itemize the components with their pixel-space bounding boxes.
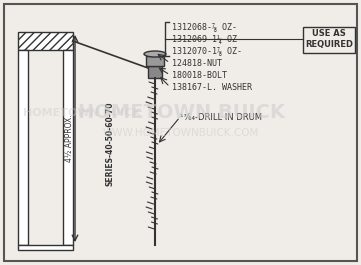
Text: 1312069-1¼ OZ-: 1312069-1¼ OZ- [172, 34, 242, 43]
Bar [18, 32, 73, 50]
Text: 4½ APPROX.: 4½ APPROX. [65, 115, 74, 162]
Text: 124818-NUT: 124818-NUT [172, 59, 222, 68]
Text: HOMETOWN BUICK: HOMETOWN BUICK [23, 108, 141, 118]
Text: 1312070-1⅞ OZ-: 1312070-1⅞ OZ- [172, 46, 242, 55]
Text: ¹⁷⁄₆₄-DRILL IN DRUM: ¹⁷⁄₆₄-DRILL IN DRUM [180, 113, 262, 121]
Bar [148, 66, 162, 78]
Text: SERIES-40-50-60-70: SERIES-40-50-60-70 [105, 101, 114, 186]
Text: WWW.HOMETOWNBUICK.COM: WWW.HOMETOWNBUICK.COM [103, 128, 259, 138]
Text: 138167-L. WASHER: 138167-L. WASHER [172, 82, 252, 91]
Ellipse shape [144, 51, 166, 57]
Text: 180018-BOLT: 180018-BOLT [172, 70, 227, 80]
Bar [18, 50, 28, 245]
Bar [18, 245, 73, 250]
Bar [303, 27, 355, 53]
Text: 1312068-⅞ OZ-: 1312068-⅞ OZ- [172, 23, 237, 32]
Bar [146, 56, 164, 66]
Text: HOMETOWN BUICK: HOMETOWN BUICK [78, 104, 284, 122]
Text: USE AS
REQUIRED: USE AS REQUIRED [305, 29, 353, 49]
Bar [63, 50, 73, 245]
